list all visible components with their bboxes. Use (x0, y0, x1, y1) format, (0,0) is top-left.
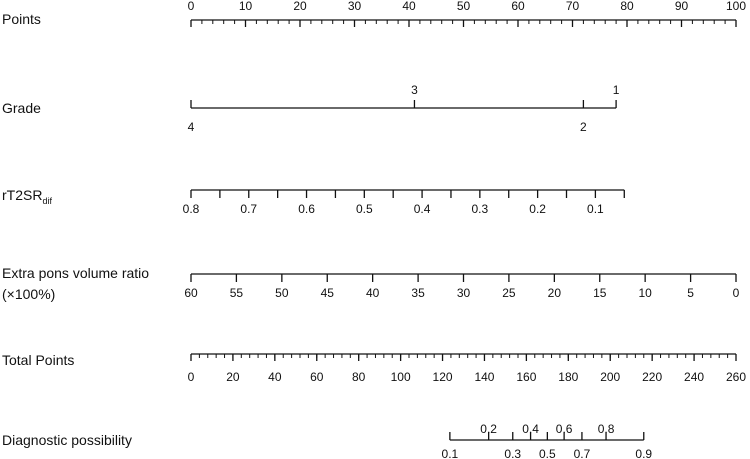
rt2sr-tick-label: 0.2 (529, 202, 546, 216)
total_points-tick-label: 20 (226, 370, 240, 384)
points-tick-label: 90 (675, 0, 689, 13)
points-tick-label: 0 (188, 0, 195, 13)
total_points-tick-label: 40 (268, 370, 282, 384)
rt2sr-tick-label: 0.8 (183, 202, 200, 216)
total_points-tick-label: 220 (642, 370, 662, 384)
total_points-tick-label: 180 (558, 370, 578, 384)
extra_pons-tick-label: 10 (638, 286, 652, 300)
grade-tick-label: 2 (580, 120, 587, 134)
points-tick-label: 10 (239, 0, 253, 13)
extra_pons-tick-label: 0 (733, 286, 740, 300)
diagnostic-tick-label: 0.2 (480, 422, 497, 436)
points-tick-label: 80 (620, 0, 634, 13)
extra_pons-tick-label: 30 (457, 286, 471, 300)
extra_pons-tick-label: 20 (548, 286, 562, 300)
total_points-tick-label: 80 (352, 370, 366, 384)
rt2sr-tick-label: 0.6 (298, 202, 315, 216)
extra_pons-tick-label: 60 (184, 286, 198, 300)
row-label-extra-pons: Extra pons volume ratio (2, 265, 149, 281)
extra_pons-tick-label: 40 (366, 286, 380, 300)
grade-tick-label: 3 (411, 83, 418, 97)
diagnostic-tick-label: 0.8 (598, 422, 615, 436)
row-label-total-points: Total Points (2, 352, 74, 368)
extra_pons-tick-label: 50 (275, 286, 289, 300)
diagnostic-tick-label: 0.7 (574, 447, 591, 459)
points-tick-label: 70 (566, 0, 580, 13)
points-tick-label: 50 (457, 0, 471, 13)
row-label-rt2sr-subscript: dif (42, 196, 52, 206)
total_points-tick-label: 160 (516, 370, 536, 384)
rt2sr-tick-label: 0.1 (587, 202, 604, 216)
grade-tick-label: 1 (613, 83, 620, 97)
extra_pons-tick-label: 55 (230, 286, 244, 300)
extra_pons-tick-label: 5 (687, 286, 694, 300)
extra_pons-tick-label: 25 (502, 286, 516, 300)
extra_pons-tick-label: 45 (321, 286, 335, 300)
total_points-tick-label: 100 (391, 370, 411, 384)
extra_pons-tick-label: 15 (593, 286, 607, 300)
total_points-tick-label: 0 (188, 370, 195, 384)
diagnostic-tick-label: 0.1 (442, 447, 459, 459)
row-label-points: Points (2, 11, 41, 27)
extra_pons-tick-label: 35 (411, 286, 425, 300)
diagnostic-tick-label: 0.5 (539, 447, 556, 459)
grade-tick-label: 4 (188, 120, 195, 134)
points-tick-label: 60 (511, 0, 525, 13)
points-tick-label: 20 (293, 0, 307, 13)
rt2sr-tick-label: 0.5 (356, 202, 373, 216)
diagnostic-tick-label: 0.6 (556, 422, 573, 436)
row-label-diagnostic: Diagnostic possibility (2, 432, 132, 448)
row-label-grade: Grade (2, 100, 41, 116)
points-tick-label: 100 (726, 0, 746, 13)
diagnostic-tick-label: 0.3 (504, 447, 521, 459)
total_points-tick-label: 120 (433, 370, 453, 384)
points-tick-label: 30 (348, 0, 362, 13)
row-label-rt2sr: rT2SRdif (2, 187, 52, 206)
row-label-rt2sr-main: rT2SR (2, 187, 42, 203)
diagnostic-tick-label: 0.4 (522, 422, 539, 436)
total_points-tick-label: 200 (600, 370, 620, 384)
rt2sr-tick-label: 0.3 (472, 202, 489, 216)
rt2sr-tick-label: 0.7 (240, 202, 257, 216)
total_points-tick-label: 140 (474, 370, 494, 384)
total_points-tick-label: 240 (684, 370, 704, 384)
total_points-tick-label: 260 (726, 370, 746, 384)
diagnostic-tick-label: 0.9 (635, 447, 652, 459)
points-tick-label: 40 (402, 0, 416, 13)
rt2sr-tick-label: 0.4 (414, 202, 431, 216)
total_points-tick-label: 60 (310, 370, 324, 384)
row-label-extra-pons-unit: (×100%) (2, 286, 55, 302)
